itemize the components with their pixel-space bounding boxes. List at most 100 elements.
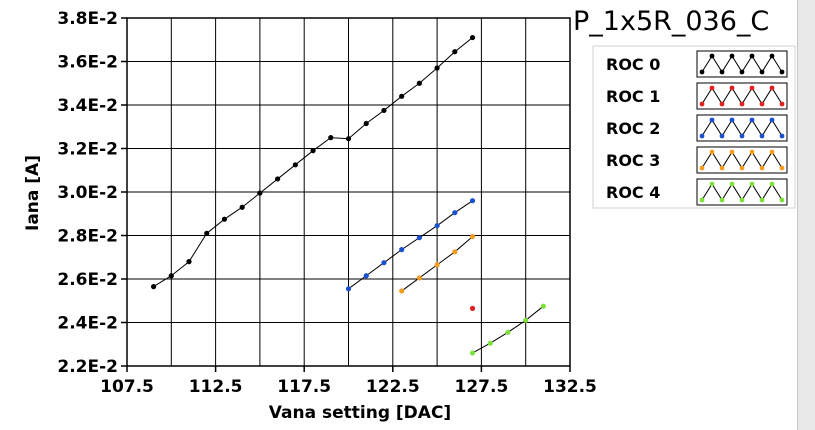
data-point <box>434 262 440 268</box>
legend-label: ROC 1 <box>606 87 660 106</box>
legend-sample-point <box>719 197 725 203</box>
data-point <box>469 233 476 240</box>
data-point <box>416 80 422 86</box>
data-point <box>292 162 298 168</box>
legend-label: ROC 3 <box>606 151 660 170</box>
x-tick-label: 122.5 <box>366 377 420 397</box>
legend-sample-point <box>699 197 705 203</box>
legend-item: ROC 1 <box>606 82 788 110</box>
series-2 <box>345 198 476 292</box>
legend-sample-point <box>769 149 775 155</box>
x-tick-label: 107.5 <box>100 377 154 397</box>
window-edge <box>797 0 815 430</box>
series-4 <box>469 303 547 356</box>
legend-sample-point <box>769 53 775 59</box>
data-point <box>434 223 440 229</box>
x-axis-label: Vana setting [DAC] <box>269 403 451 423</box>
data-point <box>221 216 228 222</box>
legend-item: ROC 4 <box>606 178 788 206</box>
series-layer <box>150 34 547 356</box>
legend-sample-point <box>779 101 785 107</box>
x-axis-ticks: 107.5 112.5 117.5 122.5 127.5 132.5 <box>100 366 597 397</box>
legend-sample-point <box>759 69 765 75</box>
legend-sample-point <box>729 53 735 59</box>
y-tick-label: 2.6E-2 <box>57 270 118 290</box>
data-point <box>345 286 352 292</box>
y-tick-label: 3.2E-2 <box>57 140 118 160</box>
data-point <box>345 136 352 142</box>
data-point <box>416 235 422 241</box>
data-point <box>239 204 245 210</box>
data-point <box>275 176 281 182</box>
data-point <box>469 350 476 356</box>
legend-sample-point <box>739 101 745 107</box>
data-point <box>469 198 476 204</box>
legend-sample-point <box>759 133 765 139</box>
series-0 <box>150 34 476 290</box>
series-line <box>153 37 473 288</box>
series-3 <box>399 233 476 294</box>
legend-sample-point <box>759 197 765 203</box>
legend-sample-point <box>739 133 745 139</box>
legend-sample-point <box>779 197 785 203</box>
data-point <box>310 148 316 154</box>
data-point <box>363 273 369 279</box>
data-point <box>434 65 440 71</box>
legend-sample-point <box>739 197 745 203</box>
data-point <box>505 329 511 335</box>
y-tick-label: 3.8E-2 <box>57 9 118 29</box>
legend-sample-point <box>719 165 725 171</box>
y-tick-label: 3.0E-2 <box>57 183 118 203</box>
y-axis-ticks: 2.2E-2 2.4E-2 2.6E-2 2.8E-2 3.0E-2 3.2E-2 3.4E… <box>57 9 127 377</box>
legend-sample-point <box>749 85 755 91</box>
series-line <box>472 305 544 354</box>
data-point <box>399 288 405 294</box>
legend-sample-point <box>709 117 715 123</box>
legend: ROC 0 ROC 1 ROC 2 ROC 3 ROC 4 <box>592 45 796 209</box>
x-tick-label: 132.5 <box>543 377 597 397</box>
data-point <box>487 340 493 346</box>
legend-label: ROC 2 <box>606 119 660 138</box>
data-point <box>452 249 458 255</box>
legend-sample-point <box>709 181 715 187</box>
legend-sample-point <box>699 133 705 139</box>
legend-sample-point <box>719 69 725 75</box>
legend-sample-point <box>729 85 735 91</box>
legend-sample-point <box>749 53 755 59</box>
x-tick-label: 117.5 <box>277 377 331 397</box>
legend-sample-point <box>779 165 785 171</box>
data-point <box>168 273 174 279</box>
data-point <box>186 259 192 265</box>
data-point <box>381 260 387 266</box>
data-point <box>257 190 263 196</box>
legend-sample-point <box>749 149 755 155</box>
y-tick-label: 3.6E-2 <box>57 53 118 73</box>
legend-sample-point <box>709 85 715 91</box>
legend-sample-point <box>739 165 745 171</box>
legend-sample-point <box>719 133 725 139</box>
data-point <box>399 247 405 253</box>
legend-sample-point <box>759 165 765 171</box>
legend-sample-point <box>709 149 715 155</box>
chart-title: P_1x5R_036_C <box>573 6 769 37</box>
series-line <box>348 200 473 290</box>
legend-label: ROC 0 <box>606 55 660 74</box>
legend-item: ROC 3 <box>606 146 788 174</box>
legend-sample-point <box>699 69 705 75</box>
legend-sample-point <box>729 181 735 187</box>
y-tick-label: 2.2E-2 <box>57 357 118 377</box>
legend-sample-point <box>779 69 785 75</box>
data-point <box>416 275 422 281</box>
y-tick-label: 3.4E-2 <box>57 96 118 116</box>
legend-sample-point <box>749 117 755 123</box>
legend-sample-point <box>699 165 705 171</box>
legend-sample-point <box>769 181 775 187</box>
data-point <box>150 284 157 290</box>
data-point <box>204 230 210 236</box>
data-point <box>452 49 458 55</box>
legend-sample-point <box>729 117 735 123</box>
data-point <box>363 120 369 127</box>
grid <box>126 17 571 367</box>
data-point <box>399 93 405 99</box>
